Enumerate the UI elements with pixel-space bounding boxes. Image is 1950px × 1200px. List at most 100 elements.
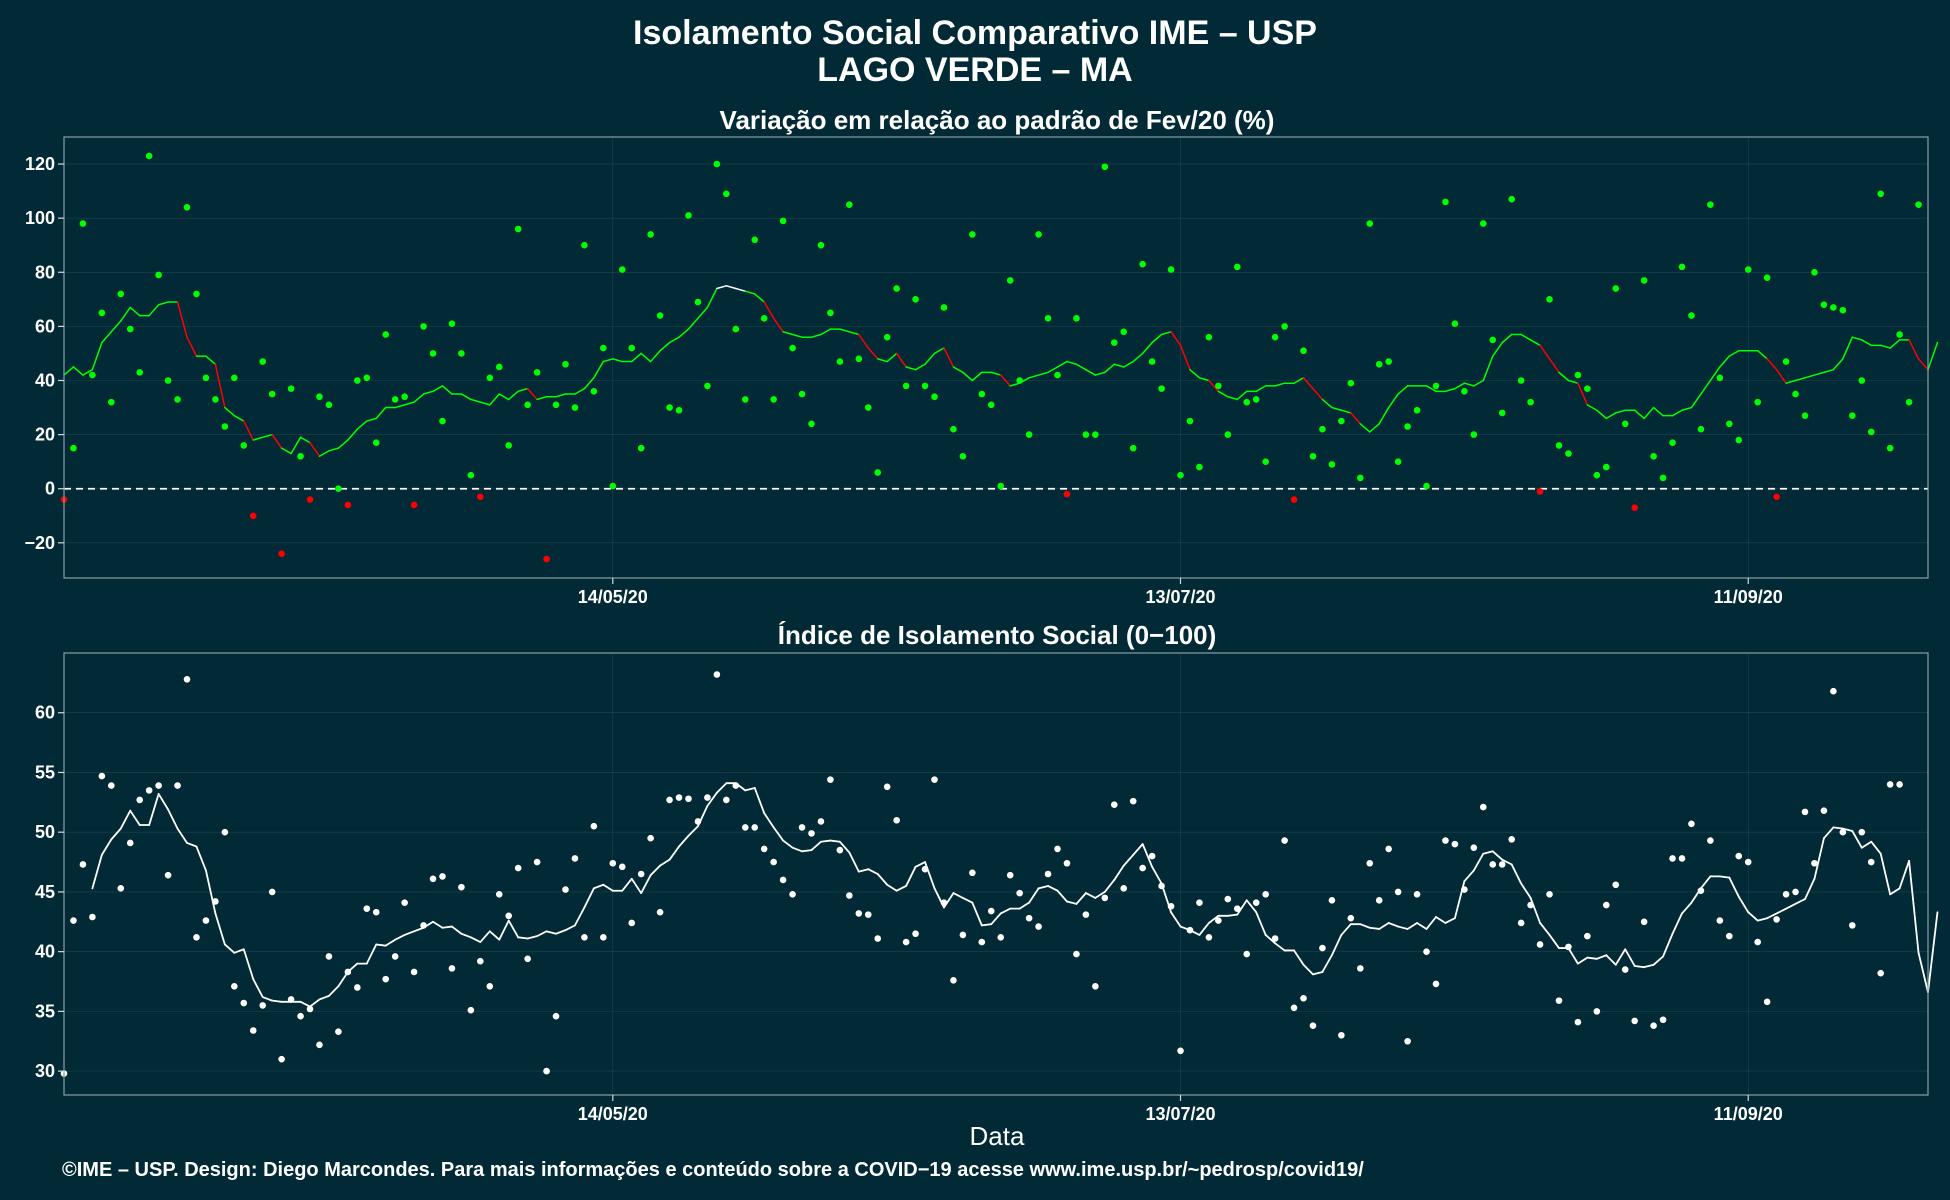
daily-point: [1186, 926, 1194, 934]
daily-point: [278, 1055, 285, 1063]
daily-point: [1442, 198, 1449, 206]
moving-average-segment: [526, 387, 538, 401]
daily-point: [940, 899, 948, 906]
moving-average-segment: [612, 358, 624, 363]
moving-average-segment: [1785, 379, 1797, 384]
daily-point: [1025, 431, 1033, 438]
index-panel-title: Índice de Isolamento Social (0−100): [778, 620, 1217, 650]
variation-moving-average-line: [63, 285, 1939, 458]
moving-average-segment: [971, 901, 983, 927]
daily-point: [1196, 899, 1203, 906]
moving-average-segment: [999, 907, 1012, 915]
moving-average-segment: [356, 420, 368, 430]
moving-average-segment: [1832, 358, 1844, 371]
daily-point: [391, 953, 399, 960]
x-tick-label: 11/09/20: [1714, 587, 1783, 607]
moving-average-segment: [1728, 349, 1740, 357]
daily-point: [959, 931, 967, 939]
moving-average-segment: [706, 791, 718, 807]
daily-point: [770, 858, 777, 866]
moving-average-segment: [517, 936, 529, 940]
daily-point: [79, 861, 87, 868]
moving-average-segment: [952, 366, 964, 374]
daily-point: [126, 839, 134, 847]
moving-average-segment: [838, 840, 851, 854]
daily-point: [628, 344, 636, 352]
daily-point: [704, 794, 711, 801]
moving-average-segment: [753, 293, 765, 303]
daily-point: [1763, 274, 1771, 281]
moving-average-segment: [129, 809, 141, 826]
daily-point: [1110, 339, 1118, 346]
moving-average-segment: [1501, 858, 1513, 866]
moving-average-segment: [1179, 344, 1191, 371]
daily-point: [486, 374, 494, 382]
daily-point: [1688, 820, 1695, 828]
moving-average-segment: [858, 333, 870, 349]
daily-point: [1584, 932, 1591, 940]
moving-average-segment: [1160, 331, 1172, 336]
daily-point: [656, 312, 664, 319]
x-tick-label: 14/05/20: [578, 1104, 648, 1124]
daily-point: [372, 908, 380, 916]
moving-average-segment: [1463, 869, 1475, 883]
moving-average-segment: [715, 782, 728, 794]
daily-point: [70, 444, 77, 452]
moving-average-segment: [1056, 360, 1068, 368]
daily-point: [1281, 837, 1288, 844]
daily-point: [817, 241, 825, 249]
moving-average-segment: [1643, 963, 1655, 969]
daily-point: [1886, 444, 1894, 452]
moving-average-segment: [1141, 341, 1153, 355]
moving-average-segment: [1889, 887, 1901, 896]
moving-average-segment: [1520, 882, 1532, 899]
daily-point: [1725, 932, 1733, 940]
daily-point: [1744, 266, 1752, 273]
daily-point: [514, 864, 522, 872]
moving-average-segment: [224, 406, 236, 417]
moving-average-segment: [1624, 948, 1636, 967]
daily-point: [1782, 358, 1790, 365]
moving-average-segment: [1047, 366, 1059, 374]
daily-point: [1006, 871, 1014, 879]
daily-point: [363, 374, 371, 382]
moving-average-segment: [157, 793, 169, 811]
daily-point: [1404, 1037, 1411, 1045]
daily-point: [1801, 412, 1809, 419]
daily-point: [1716, 917, 1724, 924]
daily-point: [893, 285, 900, 292]
daily-point: [136, 369, 143, 376]
daily-point: [1328, 896, 1336, 904]
daily-point: [221, 423, 229, 430]
daily-point: [950, 977, 957, 984]
moving-average-segment: [1018, 901, 1031, 910]
moving-average-segment: [593, 360, 605, 379]
moving-average-segment: [1293, 949, 1305, 966]
moving-average-segment: [1321, 398, 1333, 409]
daily-point: [637, 870, 645, 878]
daily-point: [600, 344, 607, 352]
moving-average-segment: [744, 290, 756, 295]
daily-point: [1224, 895, 1232, 903]
daily-point: [1366, 220, 1374, 227]
moving-average-segment: [261, 996, 274, 1002]
moving-average-segment: [971, 371, 983, 382]
daily-point: [174, 396, 181, 403]
daily-point: [1328, 461, 1336, 468]
moving-average-segment: [1548, 934, 1560, 949]
moving-average-segment: [1170, 911, 1182, 928]
daily-point: [297, 1012, 304, 1020]
moving-average-segment: [470, 398, 482, 403]
moving-average-segment: [630, 877, 643, 895]
moving-average-segment: [1330, 934, 1343, 957]
daily-point: [1413, 891, 1421, 898]
daily-point: [1621, 420, 1629, 428]
daily-point: [287, 996, 295, 1003]
moving-average-segment: [1492, 341, 1503, 357]
y-tick-label: 55: [35, 762, 55, 782]
daily-point: [448, 965, 456, 972]
daily-point: [1347, 914, 1355, 922]
daily-point: [1565, 943, 1572, 951]
daily-point: [1602, 463, 1610, 471]
daily-point: [372, 439, 380, 447]
